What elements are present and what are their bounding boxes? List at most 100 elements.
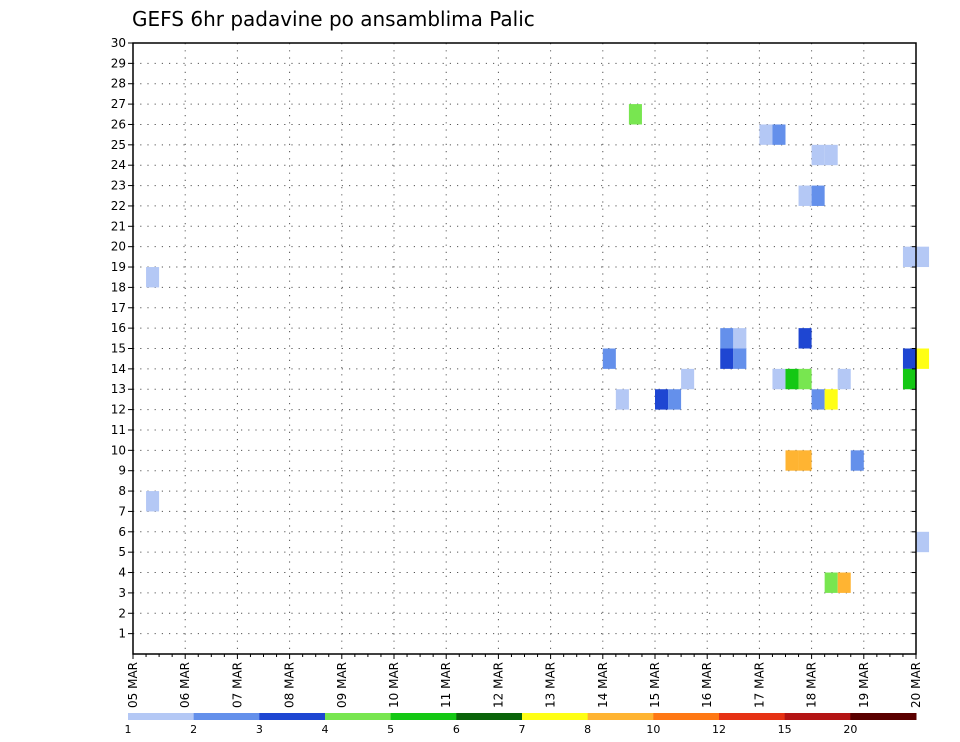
y-tick-label: 7 bbox=[118, 504, 126, 518]
y-tick-label: 27 bbox=[111, 97, 126, 111]
precip-cell bbox=[720, 328, 734, 349]
x-tick-label: 14 MAR bbox=[596, 662, 610, 708]
y-tick-label: 8 bbox=[118, 484, 126, 498]
precip-cell bbox=[811, 144, 825, 166]
colorbar-label: 10 bbox=[646, 723, 660, 736]
precip-cell bbox=[733, 348, 747, 369]
colorbar-swatch bbox=[587, 713, 654, 720]
y-tick-label: 29 bbox=[111, 56, 126, 70]
y-tick-label: 13 bbox=[111, 382, 126, 396]
precip-cell bbox=[733, 328, 747, 349]
y-tick-label: 26 bbox=[111, 117, 126, 131]
precip-cell bbox=[916, 531, 930, 553]
precip-cell bbox=[655, 389, 669, 410]
colorbar-swatch bbox=[719, 713, 786, 720]
y-tick-label: 30 bbox=[111, 36, 126, 50]
y-axis: 1234567891011121314151617181920212223242… bbox=[111, 36, 916, 641]
precip-cell bbox=[772, 124, 786, 145]
x-tick-label: 17 MAR bbox=[752, 662, 766, 708]
y-tick-label: 11 bbox=[111, 423, 126, 437]
precip-cell bbox=[628, 104, 642, 125]
colorbar: 1 2 3 4 5 6 7 8 10 12 15 20 bbox=[125, 713, 917, 736]
precip-cell bbox=[902, 348, 916, 369]
precip-cell bbox=[759, 124, 773, 145]
colorbar-swatch bbox=[193, 713, 260, 720]
colorbar-swatch bbox=[325, 713, 392, 720]
y-tick-label: 6 bbox=[118, 525, 126, 539]
chart-title: GEFS 6hr padavine po ansamblima Palic bbox=[132, 7, 535, 31]
y-tick-label: 3 bbox=[118, 586, 126, 600]
precip-cell bbox=[146, 267, 160, 288]
x-tick-label: 09 MAR bbox=[335, 662, 349, 708]
precip-cell bbox=[811, 185, 825, 206]
x-tick-label: 12 MAR bbox=[491, 662, 505, 708]
x-tick-label: 08 MAR bbox=[283, 662, 297, 708]
y-tick-label: 12 bbox=[111, 403, 126, 417]
colorbar-label: 2 bbox=[190, 723, 197, 736]
y-tick-label: 2 bbox=[118, 606, 126, 620]
colorbar-label: 15 bbox=[778, 723, 792, 736]
colorbar-label: 5 bbox=[387, 723, 394, 736]
y-tick-label: 16 bbox=[111, 321, 126, 335]
x-tick-label: 20 MAR bbox=[909, 662, 923, 708]
precip-cell bbox=[146, 491, 160, 512]
colorbar-swatch bbox=[653, 713, 720, 720]
precip-cell bbox=[837, 572, 851, 593]
y-tick-label: 5 bbox=[118, 545, 126, 559]
colorbar-label: 1 bbox=[125, 723, 132, 736]
y-tick-label: 20 bbox=[111, 240, 126, 254]
precip-cell bbox=[772, 368, 786, 390]
precip-cell bbox=[615, 389, 629, 410]
x-tick-label: 05 MAR bbox=[126, 662, 140, 708]
y-tick-label: 25 bbox=[111, 138, 126, 152]
colorbar-label: 3 bbox=[256, 723, 263, 736]
precip-cell bbox=[902, 368, 916, 390]
colorbar-swatch bbox=[128, 713, 195, 720]
colorbar-swatch bbox=[456, 713, 523, 720]
colorbar-label: 12 bbox=[712, 723, 726, 736]
colorbar-label: 6 bbox=[453, 723, 460, 736]
y-tick-label: 15 bbox=[111, 342, 126, 356]
precip-cell bbox=[785, 450, 799, 471]
y-tick-label: 24 bbox=[111, 158, 126, 172]
x-tick-label: 19 MAR bbox=[857, 662, 871, 708]
colorbar-label: 8 bbox=[584, 723, 591, 736]
x-tick-label: 06 MAR bbox=[178, 662, 192, 708]
x-tick-label: 11 MAR bbox=[439, 662, 453, 708]
precip-cells bbox=[146, 104, 930, 593]
y-tick-label: 23 bbox=[111, 179, 126, 193]
precip-cell bbox=[824, 144, 838, 166]
colorbar-swatch bbox=[522, 713, 589, 720]
colorbar-swatch bbox=[850, 713, 917, 720]
x-tick-label: 13 MAR bbox=[544, 662, 558, 708]
colorbar-swatch bbox=[390, 713, 457, 720]
colorbar-swatch bbox=[784, 713, 851, 720]
precip-cell bbox=[798, 328, 812, 349]
x-tick-label: 07 MAR bbox=[230, 662, 244, 708]
colorbar-swatch bbox=[259, 713, 326, 720]
x-tick-label: 16 MAR bbox=[700, 662, 714, 708]
precip-cell bbox=[824, 389, 838, 410]
y-tick-label: 1 bbox=[118, 627, 126, 641]
precip-cell bbox=[837, 368, 851, 390]
precip-cell bbox=[668, 389, 682, 410]
y-tick-label: 4 bbox=[118, 566, 126, 580]
x-tick-label: 18 MAR bbox=[805, 662, 819, 708]
y-tick-label: 18 bbox=[111, 280, 126, 294]
precip-cell bbox=[916, 348, 930, 369]
x-axis: 05 MAR 06 MAR 07 MAR 08 MAR 09 MAR 10 MAR 11 M… bbox=[126, 654, 923, 708]
y-tick-label: 28 bbox=[111, 77, 126, 91]
precip-cell bbox=[916, 246, 930, 268]
precip-cell bbox=[811, 389, 825, 410]
y-tick-label: 21 bbox=[111, 219, 126, 233]
precip-cell bbox=[720, 348, 734, 369]
y-tick-label: 9 bbox=[118, 464, 126, 478]
precip-cell bbox=[785, 368, 799, 390]
y-tick-label: 17 bbox=[111, 301, 126, 315]
colorbar-label: 4 bbox=[322, 723, 329, 736]
precip-cell bbox=[681, 368, 695, 390]
precip-cell bbox=[824, 572, 838, 593]
x-tick-label: 10 MAR bbox=[387, 662, 401, 708]
y-tick-label: 10 bbox=[111, 443, 126, 457]
